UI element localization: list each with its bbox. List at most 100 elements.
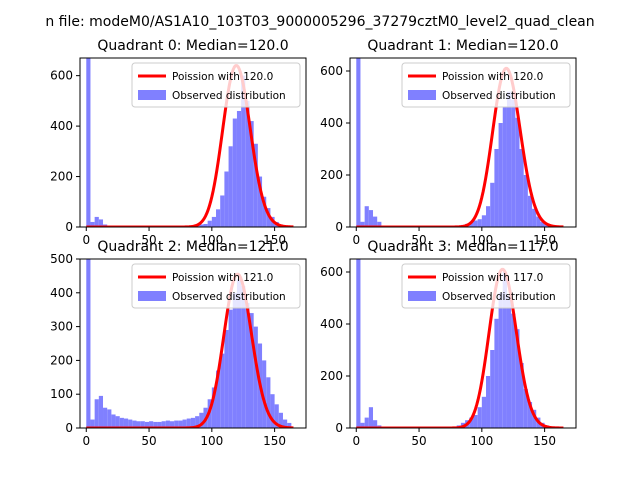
- histogram-bar: [94, 399, 99, 428]
- legend-label: Observed distribution: [172, 291, 286, 303]
- histogram-bar: [498, 292, 503, 428]
- histogram-bar: [519, 149, 524, 227]
- histogram-bar: [199, 224, 204, 227]
- histogram-bar: [506, 91, 512, 227]
- histogram-bar: [224, 329, 229, 428]
- histogram-bar: [228, 309, 233, 428]
- y-tick-label: 600: [320, 64, 343, 78]
- histogram-bar: [249, 313, 254, 428]
- y-tick-label: 400: [320, 116, 343, 130]
- histogram-bar: [360, 422, 365, 428]
- histogram-bar: [115, 416, 120, 428]
- histogram-bar: [356, 58, 361, 227]
- histogram-bar: [356, 259, 361, 428]
- y-tick-label: 100: [50, 387, 73, 401]
- histogram-bar: [262, 196, 267, 227]
- histogram-bar: [153, 421, 158, 428]
- y-tick-label: 600: [50, 69, 73, 83]
- legend-frame: [401, 263, 571, 309]
- chart-title: Quadrant 3: Median=117.0: [367, 239, 558, 255]
- histogram-bar: [511, 313, 516, 428]
- histogram-bar: [364, 417, 369, 428]
- legend-frame: [401, 62, 571, 108]
- x-tick-label: 100: [200, 233, 223, 247]
- histogram-bar: [490, 350, 495, 428]
- axes-frame: [349, 258, 577, 429]
- histogram-bar: [368, 407, 374, 428]
- histogram-bar: [94, 216, 99, 227]
- histogram-bar: [245, 302, 250, 428]
- histogram-bar: [502, 272, 507, 428]
- histogram-bar: [502, 107, 507, 227]
- histogram-bar: [136, 421, 141, 428]
- chart-legend: Poission with 117.0 Observed distribution: [401, 263, 571, 309]
- histogram-bar: [174, 420, 179, 428]
- chart-panel: 0 50 100 150 0 200 400 600 Quadrant 1: Median=12…: [320, 38, 577, 247]
- x-tick-label: 50: [141, 233, 156, 247]
- histogram-bar: [266, 208, 271, 227]
- legend-label: Observed distribution: [172, 90, 286, 102]
- x-tick-label: 100: [470, 233, 493, 247]
- histogram-bar: [360, 221, 365, 227]
- histogram-bar: [473, 220, 478, 227]
- histogram-bar: [477, 219, 482, 227]
- histogram-bar: [178, 420, 183, 428]
- histogram-bar: [132, 420, 137, 428]
- histogram-bar: [373, 216, 378, 227]
- histogram-bar: [253, 143, 258, 227]
- histogram-bar: [274, 404, 279, 428]
- y-tick-label: 0: [335, 220, 343, 234]
- y-tick-label: 0: [65, 421, 73, 435]
- figure-suptitle: n file: modeM0/AS1A10_103T03_9000005296_…: [45, 14, 594, 30]
- histogram-bar: [368, 210, 374, 227]
- y-tick-label: 500: [50, 252, 73, 266]
- histogram-bar: [377, 221, 382, 227]
- histogram-bar: [241, 75, 246, 227]
- histogram-bar: [511, 99, 516, 227]
- histogram-bar: [536, 216, 541, 227]
- histogram-bar: [236, 279, 242, 428]
- histogram-bar: [157, 421, 162, 428]
- histogram-bar: [241, 286, 246, 428]
- x-tick-label: 100: [200, 434, 223, 448]
- histogram-bar: [203, 223, 208, 227]
- x-tick-label: 150: [263, 434, 286, 448]
- histogram-bar: [190, 417, 196, 428]
- histogram-bar: [494, 149, 499, 227]
- histogram-bar: [477, 407, 482, 428]
- x-tick-label: 0: [352, 233, 360, 247]
- histogram-bar: [257, 176, 263, 227]
- histogram-bar: [207, 220, 212, 227]
- histogram-bar: [515, 117, 520, 227]
- histogram-bar: [165, 420, 170, 428]
- histogram-bar: [523, 389, 528, 428]
- legend-frame: [131, 62, 301, 108]
- legend-bar-swatch: [138, 90, 166, 100]
- legend-bar-swatch: [138, 291, 166, 301]
- histogram-bar: [98, 219, 104, 227]
- legend-label: Observed distribution: [442, 90, 556, 102]
- y-tick-label: 0: [335, 421, 343, 435]
- histogram-bar: [119, 417, 124, 428]
- y-tick-label: 200: [320, 369, 343, 383]
- histogram-bar: [506, 295, 512, 428]
- histogram-bar: [278, 412, 283, 428]
- histogram-bar: [287, 422, 292, 428]
- y-tick-label: 0: [65, 220, 73, 234]
- histogram-bar: [232, 118, 237, 227]
- axes-frame: [79, 258, 307, 429]
- histogram-bar: [532, 409, 537, 428]
- histogram-bar: [270, 394, 275, 428]
- histogram-bar: [90, 221, 95, 227]
- x-tick-label: 0: [82, 233, 90, 247]
- histogram-bar: [540, 221, 545, 227]
- x-tick-label: 150: [533, 233, 556, 247]
- histogram-bar: [128, 419, 133, 428]
- histogram-bar: [519, 363, 524, 428]
- chart-panel: 0 50 100 150 0 200 400 600 Quadrant 3: Median=11…: [320, 239, 577, 448]
- legend-bar-swatch: [408, 90, 436, 100]
- histogram-bar: [473, 415, 478, 428]
- chart-legend: Poission with 120.0 Observed distribution: [401, 62, 571, 108]
